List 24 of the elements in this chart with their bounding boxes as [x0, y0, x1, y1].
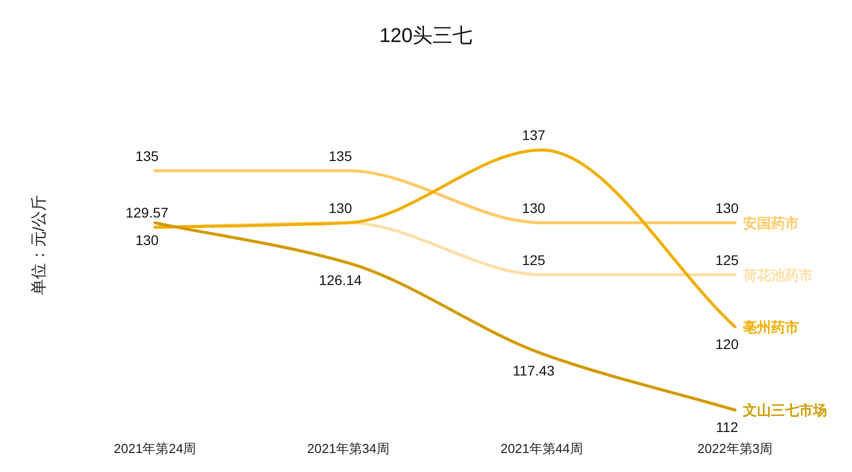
data-label: 129.57 — [126, 204, 169, 220]
x-tick-label: 2021年第24周 — [114, 441, 196, 456]
data-label: 130 — [715, 200, 739, 216]
data-label: 117.43 — [512, 362, 555, 379]
data-label: 112 — [716, 419, 738, 435]
x-tick-label: 2021年第34周 — [307, 441, 390, 456]
data-label: 130 — [522, 200, 546, 216]
chart-title: 120头三七 — [379, 25, 473, 47]
x-tick-label: 2022年第3周 — [697, 441, 773, 456]
data-label: 137 — [522, 127, 546, 143]
series-label: 亳州药市 — [743, 318, 799, 335]
data-label: 126.14 — [318, 272, 362, 288]
y-axis-title: 单位：元/公斤 — [30, 194, 48, 296]
data-label: 125 — [522, 252, 546, 268]
series-label: 文山三七市场 — [742, 402, 827, 418]
series-label: 安国药市 — [743, 214, 799, 231]
data-label: 125 — [715, 252, 739, 268]
x-tick-label: 2021年第44周 — [500, 441, 583, 456]
series-label: 荷花池药市 — [742, 266, 813, 283]
data-label: 130 — [328, 200, 352, 216]
data-label: 135 — [135, 148, 159, 164]
data-label: 130 — [135, 232, 159, 248]
data-label: 135 — [328, 148, 352, 164]
data-label: 120 — [715, 336, 739, 352]
